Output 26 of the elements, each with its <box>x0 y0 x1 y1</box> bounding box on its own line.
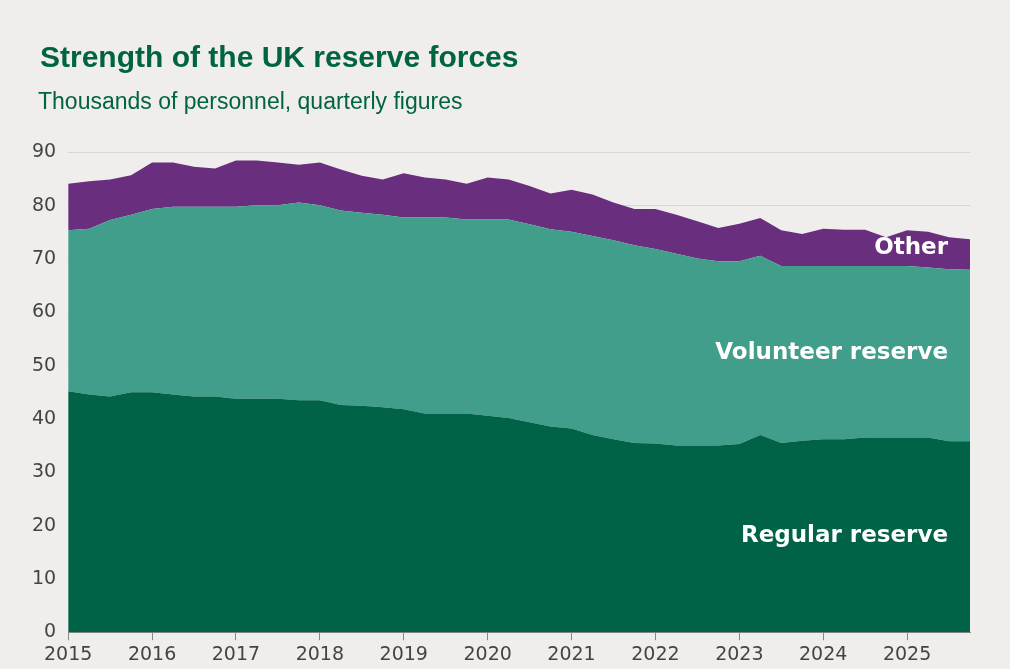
x-tick-label: 2021 <box>547 641 596 664</box>
series-label: Volunteer reserve <box>715 337 948 364</box>
x-tick-label: 2023 <box>715 641 764 664</box>
x-tick-label: 2022 <box>631 641 680 664</box>
y-tick-label: 10 <box>31 565 57 588</box>
y-tick-label: 60 <box>31 299 57 322</box>
y-tick-label: 20 <box>31 512 57 535</box>
x-tick-label: 2017 <box>211 641 261 664</box>
x-tick-label: 2019 <box>379 641 428 664</box>
x-tick-label: 2024 <box>799 641 848 664</box>
x-tick-label: 2016 <box>127 641 177 664</box>
y-tick-label: 40 <box>31 405 57 428</box>
y-tick-label: 80 <box>31 192 57 215</box>
y-tick-label: 90 <box>31 139 57 162</box>
y-tick-label: 30 <box>31 459 57 482</box>
chart-title: Strength of the UK reserve forces <box>40 40 519 74</box>
series-label: Other <box>874 232 949 259</box>
x-tick-label: 2020 <box>463 641 512 664</box>
x-tick-label: 2015 <box>44 641 93 664</box>
x-tick-label: 2025 <box>882 641 932 664</box>
y-tick-label: 50 <box>31 352 57 375</box>
y-tick-label: 70 <box>31 245 57 268</box>
y-tick-label: 0 <box>44 619 57 642</box>
series-label: Regular reserve <box>740 520 948 547</box>
x-tick-label: 2018 <box>295 641 345 664</box>
chart-subtitle: Thousands of personnel, quarterly figures <box>38 88 463 115</box>
